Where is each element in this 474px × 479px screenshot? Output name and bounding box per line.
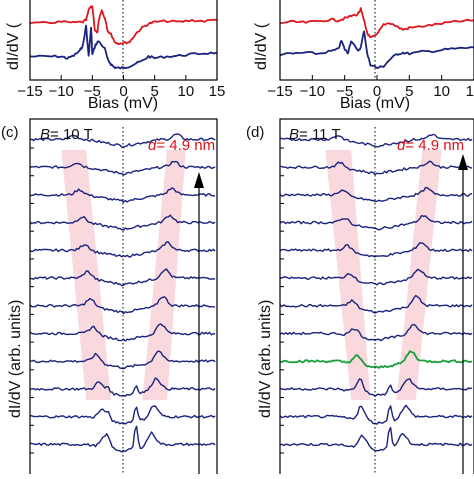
- panel-c-band: [142, 150, 186, 400]
- panel-d-trace: [279, 404, 473, 425]
- panel-d-trace: [279, 378, 473, 397]
- panel-a-xtick-label: −10: [48, 83, 73, 100]
- panel-b-xtick-label: −5: [336, 83, 353, 100]
- panel-d-ticks: [280, 147, 284, 454]
- panel-c-frame: [29, 118, 218, 479]
- panel-d-band: [325, 150, 371, 400]
- panel-b-ticks: −15 −10 −5 0 5 10 15: [267, 75, 474, 100]
- panel-d-distance-value: = 4.9 nm: [405, 137, 464, 154]
- panel-c-trace: [29, 160, 216, 176]
- panel-a-series-red: [29, 5, 218, 46]
- panel-b-xtick-label: −15: [267, 83, 292, 100]
- panel-d-field-label: B= 11 T: [289, 126, 341, 143]
- panel-b-series-red: [279, 7, 474, 39]
- panel-c-field-label: B= 10 T: [40, 126, 93, 143]
- panel-b-xtick-label: 10: [433, 83, 450, 100]
- panel-d-field-value: = 11 T: [299, 126, 341, 143]
- panel-c-band: [61, 150, 112, 400]
- panel-d-bands: [325, 150, 442, 400]
- panel-a-xtick-label: 0: [119, 83, 127, 100]
- panel-a-xlabel: Bias (mV): [88, 95, 158, 112]
- panel-b-ylabel: dI/dV (: [253, 22, 270, 70]
- panel-d-trace: [279, 426, 473, 452]
- panel-c-arrow-head: [194, 172, 204, 188]
- panel-d-band: [396, 150, 442, 400]
- panel-d-frame: [279, 118, 474, 479]
- panel-c-trace: [29, 187, 216, 203]
- panel-b-xtick-label: 5: [405, 83, 413, 100]
- panel-b-xtick-label: 15: [466, 83, 474, 100]
- panel-d-trace: [279, 294, 473, 314]
- panel-d-trace: [279, 323, 473, 342]
- panel-b: −15 −10 −5 0 5 10 15 dI/dV ( Bias (mV): [253, 0, 474, 112]
- panel-c-distance-value: = 4.9 nm: [156, 137, 215, 154]
- panel-d-trace: [279, 214, 473, 231]
- panel-a-xtick-label: 5: [150, 83, 158, 100]
- panel-d-trace: [279, 186, 473, 203]
- panel-c-distance-label: d= 4.9 nm: [148, 137, 215, 154]
- panel-c-trace: [29, 405, 216, 425]
- panel-a-xtick-label: 10: [177, 83, 194, 100]
- panel-b-xlabel: Bias (mV): [340, 95, 410, 112]
- panel-c-field-value: = 10 T: [50, 126, 93, 143]
- panel-d-trace: [279, 133, 473, 148]
- panel-d-letter: (d): [246, 124, 264, 141]
- panel-c-ylabel: dI/dV (arb. units): [7, 300, 24, 418]
- panel-b-xtick-label: 0: [373, 83, 381, 100]
- panel-b-series-navy: [279, 30, 474, 69]
- panel-a-xtick-label: 15: [209, 83, 226, 100]
- panel-b-traces: [279, 7, 474, 69]
- panel-a-clip: [29, 5, 218, 70]
- panel-a-ylabel: dI/dV (: [5, 22, 22, 70]
- panel-d-trace: [280, 268, 473, 286]
- panel-d-traces: [279, 133, 473, 452]
- panel-d-distance-label: d= 4.9 nm: [397, 137, 464, 154]
- panel-c-trace: [29, 214, 216, 231]
- panel-a-ticks: −15 −10 −5 0 5 10 15: [17, 75, 225, 100]
- panel-b-xtick-label: −10: [300, 83, 325, 100]
- panel-a-xtick-label: −15: [17, 83, 42, 100]
- panel-a-series-navy: [29, 24, 218, 70]
- panel-d-trace: [279, 350, 473, 369]
- panel-d-ylabel: dI/dV (arb. units): [257, 300, 274, 418]
- panel-a-traces: [29, 5, 218, 70]
- panel-c: (c) B= 10 T d= 4.9 nm dI/dV (arb. units): [1, 118, 218, 479]
- panel-a-xtick-label: −5: [84, 83, 101, 100]
- panel-c-ticks: [30, 147, 34, 454]
- panel-c-letter: (c): [1, 124, 19, 141]
- panel-c-bands: [61, 150, 186, 400]
- panel-d-trace: [279, 242, 473, 258]
- panel-a: −15 −10 −5 0 5 10 15 dI/dV ( Bias (mV): [5, 0, 225, 112]
- panel-d: (d) B= 11 T d= 4.9 nm dI/dV (arb. units): [246, 118, 474, 479]
- panel-d-trace: [279, 160, 473, 176]
- panel-c-trace: [29, 268, 216, 287]
- panel-d-arrow-head: [458, 154, 468, 170]
